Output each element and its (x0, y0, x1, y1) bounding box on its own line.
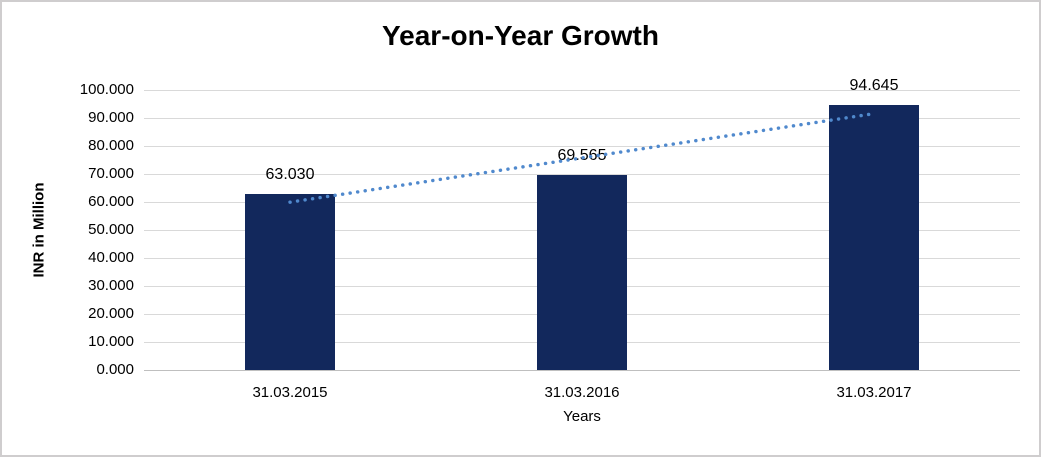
x-tick-label: 31.03.2017 (836, 384, 912, 401)
bar-value-label: 94.645 (849, 76, 899, 94)
chart-title: Year-on-Year Growth (382, 20, 659, 51)
x-axis-line (144, 370, 1020, 371)
y-tick-label: 60.000 (88, 193, 134, 210)
y-tick-label: 0.000 (96, 361, 134, 378)
x-tick-label: 31.03.2016 (544, 384, 620, 401)
y-tick-label: 100.000 (79, 81, 134, 98)
y-tick-label: 40.000 (88, 249, 134, 266)
y-tick-label: 10.000 (88, 333, 134, 350)
gridline (144, 89, 1020, 91)
bar-value-label: 69.565 (557, 147, 607, 165)
x-axis-title: Years (563, 408, 601, 425)
bar (829, 104, 919, 370)
y-tick-label: 90.000 (88, 109, 134, 126)
y-tick-label: 80.000 (88, 137, 134, 154)
y-tick-label: 30.000 (88, 277, 134, 294)
bar-value-label: 63.030 (265, 165, 315, 183)
y-tick-label: 50.000 (88, 221, 134, 238)
bar (537, 175, 627, 370)
y-tick-label: 20.000 (88, 305, 134, 322)
y-tick-label: 70.000 (88, 165, 134, 182)
x-tick-label: 31.03.2015 (252, 384, 328, 401)
bar (245, 193, 335, 370)
